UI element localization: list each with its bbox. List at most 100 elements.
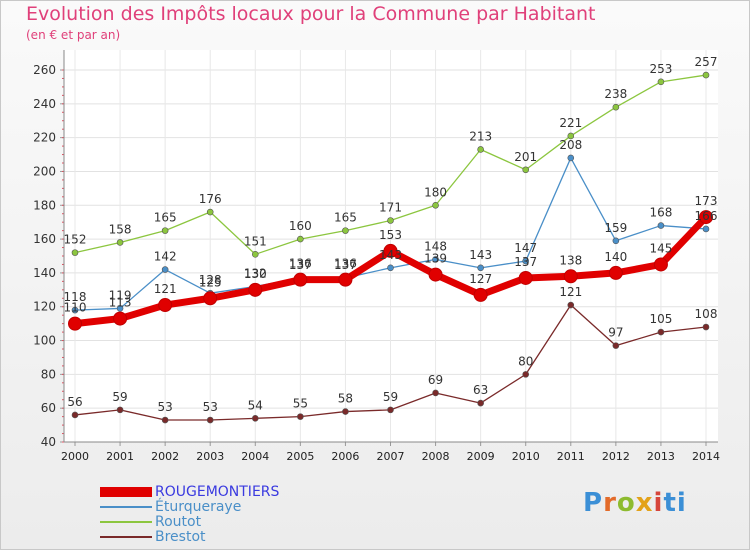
legend-swatch	[100, 487, 152, 497]
x-tick-label: 2005	[286, 450, 314, 463]
data-label: 127	[469, 272, 492, 286]
data-label: 148	[424, 239, 447, 253]
data-point	[428, 267, 443, 282]
y-tick-label: 160	[33, 232, 56, 246]
data-point	[71, 306, 79, 314]
legend-label: Routot	[155, 514, 202, 530]
data-label: 158	[109, 222, 132, 236]
x-tick-label: 2011	[557, 450, 585, 463]
data-label: 153	[379, 228, 402, 242]
data-label: 137	[289, 258, 312, 272]
data-label: 221	[559, 116, 582, 130]
data-label: 159	[604, 221, 627, 235]
y-tick-label: 40	[41, 435, 56, 449]
data-point	[251, 251, 259, 258]
data-label: 80	[518, 354, 533, 368]
data-label: 208	[559, 138, 582, 152]
proxiti-logo[interactable]: Proxiti	[583, 488, 687, 518]
data-label: 54	[248, 398, 263, 412]
data-label: 53	[158, 400, 173, 414]
data-label: 59	[383, 390, 398, 404]
data-label: 53	[203, 400, 218, 414]
logo-letter: i	[653, 488, 664, 518]
data-label: 110	[64, 301, 87, 315]
y-tick-label: 200	[33, 164, 56, 178]
data-point	[297, 235, 304, 243]
data-point	[608, 265, 623, 280]
data-label: 166	[695, 209, 718, 223]
x-tick-label: 2014	[692, 450, 720, 463]
data-point	[68, 316, 82, 331]
axes: 40 60 80 100 120 140 160 180 200 220 240 260 2000 200…	[33, 50, 720, 463]
data-point	[473, 287, 488, 302]
x-tick-label: 2001	[106, 450, 134, 463]
data-label: 171	[379, 200, 402, 214]
x-tick-label: 2004	[241, 450, 269, 463]
data-label: 56	[67, 395, 82, 409]
data-label: 121	[154, 282, 177, 296]
x-tick-label: 2006	[331, 450, 359, 463]
data-label: 59	[112, 390, 127, 404]
data-label: 125	[199, 275, 222, 289]
data-label: 180	[424, 185, 447, 199]
logo-letter: r	[603, 488, 617, 518]
x-tick-label: 2012	[602, 450, 630, 463]
y-tick-label: 80	[41, 367, 56, 381]
data-point	[387, 217, 394, 224]
logo-letter: o	[616, 488, 636, 518]
data-point	[518, 270, 533, 285]
data-label: 176	[199, 192, 222, 206]
data-label: 151	[244, 234, 267, 248]
data-label: 118	[64, 290, 87, 304]
data-point	[158, 298, 173, 313]
data-point	[206, 208, 214, 216]
x-tick-label: 2003	[196, 450, 224, 463]
data-label: 69	[428, 373, 443, 387]
y-tick-label: 100	[33, 334, 56, 348]
data-point	[383, 243, 398, 258]
data-point	[612, 237, 620, 245]
data-label: 140	[604, 250, 627, 264]
data-label: 108	[695, 307, 718, 321]
data-point	[297, 413, 304, 420]
data-point	[702, 323, 710, 331]
data-point	[702, 225, 710, 233]
data-point	[116, 239, 124, 246]
y-tick-label: 260	[33, 63, 56, 77]
data-point	[702, 71, 710, 79]
data-point	[432, 256, 439, 263]
data-label: 160	[289, 219, 312, 233]
data-point	[293, 272, 308, 287]
data-point	[432, 201, 439, 209]
data-label: 55	[293, 397, 308, 411]
data-point	[338, 272, 353, 287]
data-point	[657, 222, 665, 229]
data-label: 128	[199, 273, 222, 287]
data-point	[699, 210, 713, 225]
data-label: 121	[559, 285, 582, 299]
data-point	[206, 416, 214, 424]
data-point	[342, 227, 349, 234]
y-tick-label: 220	[33, 131, 56, 145]
data-point	[161, 266, 169, 273]
legend-swatch	[100, 536, 152, 538]
legend-swatch	[100, 506, 152, 508]
data-point	[522, 166, 530, 174]
data-point	[71, 411, 79, 419]
x-tick-label: 2013	[647, 450, 675, 463]
data-point	[563, 269, 578, 284]
data-label: 165	[154, 211, 177, 225]
data-label: 130	[244, 267, 267, 281]
data-label: 152	[64, 233, 87, 247]
data-point	[477, 146, 484, 153]
series-lines	[68, 71, 713, 424]
data-point	[113, 311, 128, 326]
x-tick-label: 2008	[422, 450, 450, 463]
data-point	[522, 371, 530, 378]
data-label: 213	[469, 129, 492, 143]
data-label: 119	[109, 288, 132, 302]
data-point	[116, 406, 124, 414]
data-label: 136	[334, 257, 357, 271]
data-label: 63	[473, 383, 488, 397]
